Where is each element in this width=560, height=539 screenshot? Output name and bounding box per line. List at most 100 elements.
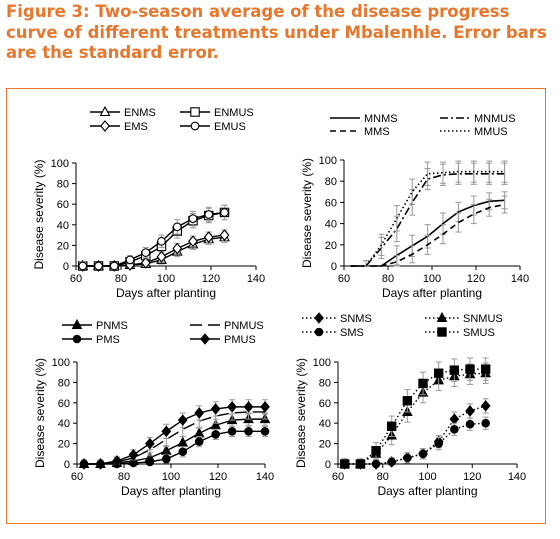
x-tick-label: 60 [71,471,83,483]
data-point [449,365,460,375]
data-point [78,261,88,271]
series-pmus [79,399,270,470]
x-tick-label: 140 [508,471,526,483]
data-point [371,459,381,469]
y-tick-label: 40 [319,418,331,430]
y-tick-label: 80 [57,179,69,191]
x-axis-label: Days after planting [382,286,482,300]
legend-marker [99,105,111,117]
series-mms [350,195,508,267]
y-axis-label: Disease severity (%) [300,158,314,268]
data-point [227,427,237,436]
data-point [418,449,428,459]
legend-item-snmus: SNMUS [425,311,503,325]
data-point [204,210,214,219]
legend-item-ems: EMS [90,120,148,133]
y-tick-label: 80 [319,377,331,389]
legend-item-mms: MMS [330,126,390,138]
legend-label: SMS [340,327,364,339]
y-tick-label: 100 [319,155,337,167]
legend-label: MMUS [474,126,508,138]
data-point [449,413,460,425]
data-point [434,439,443,448]
legend-label: SNMS [340,313,372,325]
legend-label: MMS [364,126,390,138]
data-point [243,401,254,413]
data-point [141,248,151,257]
data-point [177,414,188,426]
x-tick-label: 60 [70,273,82,285]
data-point [79,458,89,470]
data-point [128,449,139,461]
x-axis-label: Days after planting [121,484,221,498]
data-point [220,208,229,217]
legend-marker [72,334,82,344]
y-tick-label: 40 [58,418,70,430]
data-point [260,427,270,436]
x-axis-label: Days after planting [377,484,477,498]
data-point [140,257,151,269]
y-axis-label: Disease severity (%) [294,358,308,468]
legend-marker [100,120,110,132]
x-tick-label: 120 [202,273,220,285]
x-tick-label: 100 [418,471,436,483]
data-point [177,436,189,447]
data-point [157,236,166,246]
series-line [350,170,505,267]
series-emus [78,204,229,271]
data-point [112,455,122,467]
legend-marker [190,107,200,117]
data-point [109,261,119,271]
y-tick-label: 100 [313,357,331,369]
series-line [84,411,265,465]
y-tick-label: 100 [52,357,70,369]
series-line [344,368,486,465]
legend-item-mnms: MNMS [330,113,398,125]
markers [340,364,491,469]
data-point [172,242,183,255]
y-tick-label: 60 [325,197,337,209]
error-bars [393,195,508,267]
data-point [172,222,182,232]
data-point [161,425,172,438]
data-point [480,364,491,374]
data-point [210,419,221,430]
series-smus [340,357,491,469]
x-tick-label: 80 [118,471,130,483]
legend-marker [436,311,448,322]
x-axis-label: Days after planting [116,286,216,300]
legend-marker [200,333,210,345]
x-tick-label: 80 [115,273,127,285]
y-tick-label: 80 [58,377,70,389]
data-point [465,419,475,429]
markers [79,401,270,470]
data-point [162,454,171,464]
data-point [144,437,155,450]
data-point [188,214,198,223]
data-point [371,446,381,456]
data-point [227,401,237,413]
data-point [465,364,475,374]
legend-label: EMUS [214,121,246,133]
x-tick-label: 120 [467,273,485,285]
legend-item-enmus: ENMUS [180,107,254,119]
y-axis-label: Disease severity (%) [32,159,46,269]
legend-label: MNMUS [474,113,516,125]
legend-item-mmus: MMUS [440,126,508,138]
x-tick-label: 100 [423,273,441,285]
legend-label: PNMUS [224,320,264,332]
series-line [344,422,486,465]
data-point [219,229,230,241]
y-tick-label: 0 [331,261,337,273]
data-point [94,261,103,271]
markers [78,208,229,271]
data-point [125,255,135,265]
series-snmus [339,362,492,468]
data-point [95,458,106,470]
legend-label: MNMS [364,113,398,125]
legend-label: EMS [124,121,148,133]
y-tick-label: 0 [325,459,331,471]
